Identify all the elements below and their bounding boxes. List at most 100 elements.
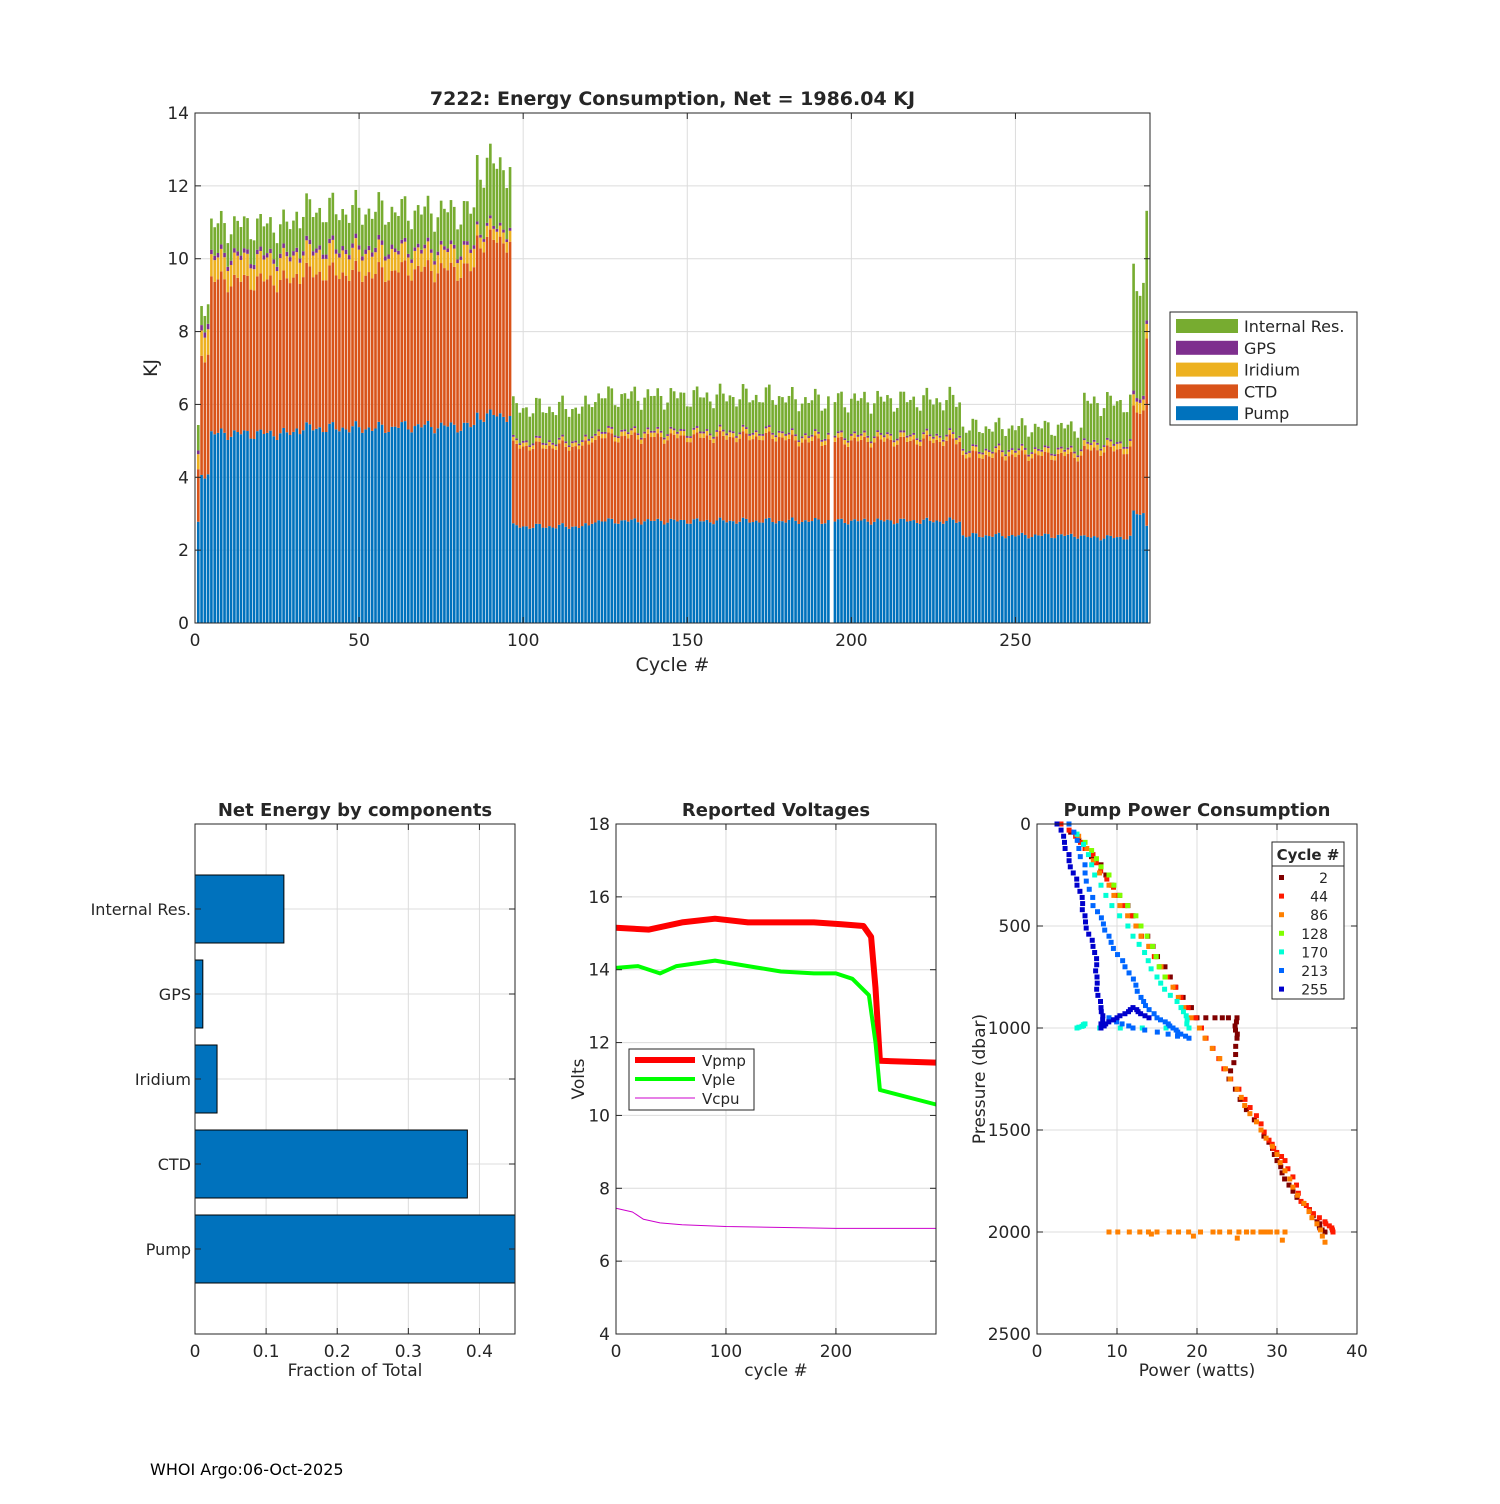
- energy-bar-iridiumsegment: [623, 431, 627, 436]
- energy-bar-gpssegment: [429, 249, 433, 253]
- energy-bar-gpssegment: [492, 225, 495, 229]
- energy-bar-gpssegment: [561, 434, 564, 437]
- energy-bar-gpssegment: [800, 436, 804, 439]
- energy-bar-internal-res-segment: [259, 214, 262, 247]
- energy-bar-iridiumsegment: [239, 259, 243, 282]
- energy-bar-ctdsegment: [1027, 460, 1030, 539]
- energy-bar-pumpsegment: [242, 430, 246, 623]
- energy-bar-ctdsegment: [846, 446, 850, 525]
- energy-bar-pumpsegment: [827, 519, 830, 623]
- energy-bar-gpssegment: [813, 429, 817, 431]
- energy-bar-internal-res-segment: [1053, 435, 1057, 455]
- pump-power-point-cycle-86: [1117, 903, 1123, 909]
- energy-bar-pumpsegment: [554, 528, 558, 623]
- energy-bar-internal-res-segment: [439, 200, 443, 241]
- energy-bar-ctdsegment: [925, 435, 929, 518]
- energy-bar-gpssegment: [1109, 439, 1112, 442]
- energy-bar-internal-res-segment: [958, 402, 961, 436]
- energy-bar-pumpsegment: [859, 520, 863, 623]
- energy-bar-internal-res-segment: [994, 422, 998, 447]
- energy-bar-gpssegment: [544, 443, 548, 446]
- energy-bar-ctdsegment: [804, 439, 807, 521]
- energy-bar-pumpsegment: [922, 519, 925, 623]
- energy-bar-pumpsegment: [338, 431, 341, 623]
- energy-bar-gpssegment: [259, 246, 262, 252]
- energy-bar-pumpsegment: [613, 523, 617, 623]
- components-bar-ctd: [194, 1129, 468, 1199]
- energy-bar-ctdsegment: [617, 442, 620, 524]
- energy-bar-iridiumsegment: [315, 252, 318, 275]
- energy-bar-pumpsegment: [754, 520, 758, 623]
- energy-bar-iridiumsegment: [334, 253, 338, 276]
- pump-power-point-cycle-44: [1279, 1154, 1285, 1160]
- energy-bar-gpssegment: [531, 443, 535, 446]
- energy-bar-internal-res-segment: [479, 179, 482, 235]
- energy-bar-ctdsegment: [301, 277, 305, 431]
- pump-power-point-cycle-213: [1175, 1029, 1181, 1035]
- energy-bar-gpssegment: [282, 243, 285, 248]
- energy-bar-internal-res-segment: [397, 215, 400, 251]
- energy-bar-internal-res-segment: [512, 396, 515, 435]
- energy-bar-ctdsegment: [196, 469, 200, 522]
- energy-bar-internal-res-segment: [449, 200, 453, 241]
- energy-bar-ctdsegment: [226, 292, 230, 440]
- energy-bar-iridiumsegment: [968, 452, 971, 458]
- pump-power-point-cycle-2: [1228, 1068, 1234, 1074]
- energy-bar-ctdsegment: [994, 452, 998, 535]
- pump-power-legend-swatch: [1279, 930, 1284, 936]
- energy-bar-pumpsegment: [351, 426, 354, 623]
- energy-bar-iridiumsegment: [364, 253, 367, 276]
- energy-bar-pumpsegment: [974, 533, 978, 623]
- energy-bar-ctdsegment: [722, 435, 725, 521]
- energy-bar-ctdsegment: [859, 439, 863, 521]
- pump-power-ylabel: Pressure (dbar): [970, 1014, 990, 1144]
- pump-power-point-cycle-86: [1133, 923, 1139, 929]
- energy-bar-internal-res-segment: [1112, 405, 1116, 445]
- pump-power-point-cycle-170: [1109, 903, 1115, 909]
- energy-bar-gpssegment: [223, 252, 226, 258]
- energy-bar-iridiumsegment: [836, 433, 840, 438]
- energy-bar-internal-res-segment: [249, 239, 253, 265]
- energy-bar-gpssegment: [761, 434, 765, 436]
- energy-bar-internal-res-segment: [876, 390, 879, 431]
- energy-bar-internal-res-segment: [1109, 395, 1112, 440]
- energy-bar-internal-res-segment: [206, 304, 210, 324]
- pump-power-legend-label: 213: [1301, 964, 1328, 980]
- voltages-ytick-label: 10: [588, 1106, 610, 1126]
- energy-bar-iridiumsegment: [889, 435, 893, 440]
- energy-bar-iridiumsegment: [462, 244, 466, 264]
- energy-bar-ctdsegment: [367, 272, 371, 428]
- energy-bar-ctdsegment: [315, 274, 318, 429]
- energy-bar-iridiumsegment: [541, 444, 545, 449]
- energy-bar-ctdsegment: [790, 434, 794, 518]
- energy-bar-iridiumsegment: [1125, 448, 1129, 455]
- energy-bar-internal-res-segment: [804, 397, 807, 434]
- energy-bar-iridiumsegment: [1017, 450, 1021, 455]
- energy-bar-internal-res-segment: [656, 388, 660, 427]
- energy-bar-iridiumsegment: [433, 264, 436, 283]
- energy-bar-gpssegment: [288, 257, 292, 262]
- energy-bar-ctdsegment: [787, 438, 791, 520]
- energy-bar-iridiumsegment: [662, 439, 666, 444]
- energy-bar-gpssegment: [331, 235, 335, 240]
- energy-bar-gpssegment: [200, 325, 203, 331]
- energy-bar-iridiumsegment: [305, 240, 308, 263]
- energy-bar-internal-res-segment: [836, 393, 840, 432]
- energy-bar-iridiumsegment: [958, 437, 961, 442]
- energy-bar-gpssegment: [630, 428, 633, 431]
- energy-bar-ctdsegment: [1030, 458, 1034, 538]
- energy-bar-internal-res-segment: [239, 227, 243, 256]
- pump-power-legend-swatch: [1279, 949, 1284, 955]
- components-category-label: Pump: [146, 1240, 191, 1259]
- energy-bar-gpssegment: [810, 434, 814, 437]
- energy-bar-gpssegment: [991, 451, 994, 454]
- energy-bar-iridiumsegment: [584, 436, 587, 441]
- energy-bar-gpssegment: [525, 440, 528, 443]
- energy-bar-ctdsegment: [751, 439, 755, 523]
- energy-bar-iridiumsegment: [866, 437, 870, 442]
- energy-bar-iridiumsegment: [1119, 443, 1122, 449]
- energy-bar-ctdsegment: [741, 431, 745, 518]
